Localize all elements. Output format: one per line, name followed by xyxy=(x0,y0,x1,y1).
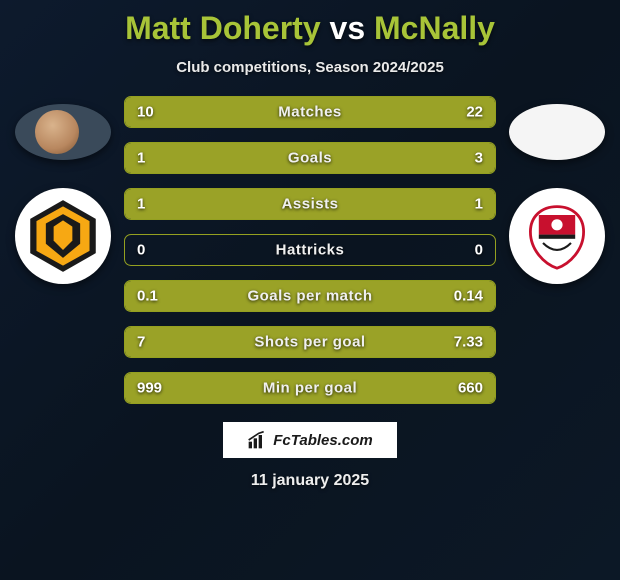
stat-row: 1 3 Goals xyxy=(124,142,496,174)
stat-value-right: 0.14 xyxy=(454,288,483,305)
stat-label: Goals xyxy=(288,150,332,167)
stat-row: 0.1 0.14 Goals per match xyxy=(124,280,496,312)
stat-value-right: 1 xyxy=(475,196,483,213)
stat-value-right: 660 xyxy=(458,380,483,397)
stat-value-right: 22 xyxy=(466,104,483,121)
wolves-badge-icon xyxy=(24,197,102,275)
chart-icon xyxy=(247,430,267,450)
stat-bar-right xyxy=(218,143,496,173)
stat-row: 0 0 Hattricks xyxy=(124,234,496,266)
stat-value-left: 0 xyxy=(137,242,145,259)
brand-box: FcTables.com xyxy=(223,422,397,458)
stat-label: Goals per match xyxy=(247,288,372,305)
stat-row: 1 1 Assists xyxy=(124,188,496,220)
stat-row: 999 660 Min per goal xyxy=(124,372,496,404)
stat-value-left: 10 xyxy=(137,104,154,121)
player2-avatar xyxy=(509,104,605,160)
stat-value-right: 3 xyxy=(475,150,483,167)
left-column xyxy=(8,96,118,284)
stat-value-left: 7 xyxy=(137,334,145,351)
subtitle: Club competitions, Season 2024/2025 xyxy=(0,59,620,76)
stat-value-left: 1 xyxy=(137,196,145,213)
stat-label: Hattricks xyxy=(276,242,345,259)
title-player2: McNally xyxy=(374,10,495,46)
stat-label: Matches xyxy=(278,104,342,121)
player1-avatar xyxy=(15,104,111,160)
page-title: Matt Doherty vs McNally xyxy=(0,0,620,47)
stat-bars: 10 22 Matches 1 3 Goals 1 1 Assists 0 0 Hattricks 0.… xyxy=(118,96,502,404)
stat-value-right: 0 xyxy=(475,242,483,259)
stat-row: 7 7.33 Shots per goal xyxy=(124,326,496,358)
stat-label: Assists xyxy=(282,196,339,213)
player1-club-badge xyxy=(15,188,111,284)
stat-row: 10 22 Matches xyxy=(124,96,496,128)
player2-club-badge xyxy=(509,188,605,284)
stat-value-left: 0.1 xyxy=(137,288,158,305)
stat-label: Min per goal xyxy=(263,380,357,397)
body: 10 22 Matches 1 3 Goals 1 1 Assists 0 0 Hattricks 0.… xyxy=(0,76,620,404)
brand-text: FcTables.com xyxy=(273,432,372,449)
bristol-badge-icon xyxy=(522,201,592,271)
stat-label: Shots per goal xyxy=(254,334,365,351)
title-player1: Matt Doherty xyxy=(125,10,321,46)
stat-value-right: 7.33 xyxy=(454,334,483,351)
title-vs: vs xyxy=(330,10,366,46)
date-text: 11 january 2025 xyxy=(0,472,620,490)
stat-value-left: 999 xyxy=(137,380,162,397)
stat-value-left: 1 xyxy=(137,150,145,167)
right-column xyxy=(502,96,612,284)
